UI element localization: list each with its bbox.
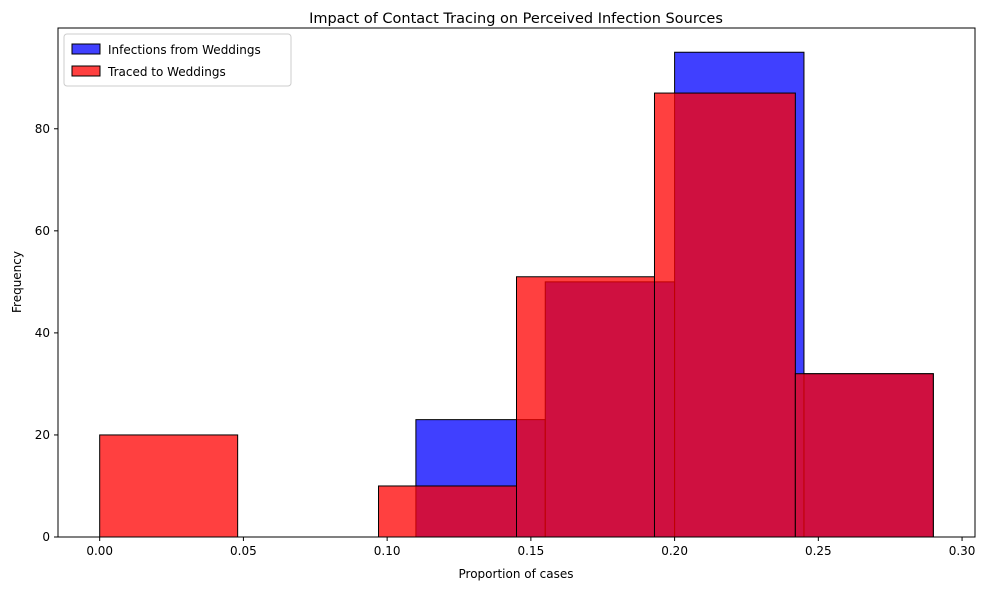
x-axis: 0.00 0.05 0.10 0.15 0.20 0.25 0.30 (86, 537, 975, 558)
x-tick-label: 0.25 (805, 544, 832, 558)
x-axis-label: Proportion of cases (459, 567, 574, 581)
bar-series-1-bin-2 (378, 485, 517, 538)
legend-swatch (71, 43, 101, 55)
legend-box (63, 33, 292, 87)
x-tick-label: 0.00 (86, 544, 113, 558)
bars-layer (99, 51, 934, 538)
y-tick-label: 80 (35, 122, 50, 136)
bar-series-1-bin-5 (794, 373, 934, 538)
bar-series-1-bin-0 (99, 434, 239, 538)
x-tick-label: 0.05 (230, 544, 257, 558)
y-tick-label: 60 (35, 224, 50, 238)
chart-title: Impact of Contact Tracing on Perceived I… (309, 11, 723, 27)
legend-label: Infections from Weddings (108, 43, 261, 57)
x-tick-label: 0.30 (949, 544, 976, 558)
legend-label: Traced to Weddings (107, 65, 226, 79)
plot-frame (57, 27, 976, 538)
bar-series-1-bin-3 (516, 276, 655, 538)
x-tick-label: 0.20 (661, 544, 688, 558)
y-tick-label: 40 (35, 326, 50, 340)
x-tick-label: 0.10 (374, 544, 401, 558)
y-tick-label: 0 (42, 530, 50, 544)
bar-series-1-bin-4 (653, 92, 796, 538)
legend: Infections from Weddings Traced to Weddin… (63, 33, 292, 87)
x-tick-label: 0.15 (518, 544, 545, 558)
y-axis-label: Frequency (10, 251, 24, 313)
legend-swatch (71, 65, 101, 77)
y-axis: 0 20 40 60 80 (35, 122, 58, 544)
y-tick-label: 20 (35, 428, 50, 442)
